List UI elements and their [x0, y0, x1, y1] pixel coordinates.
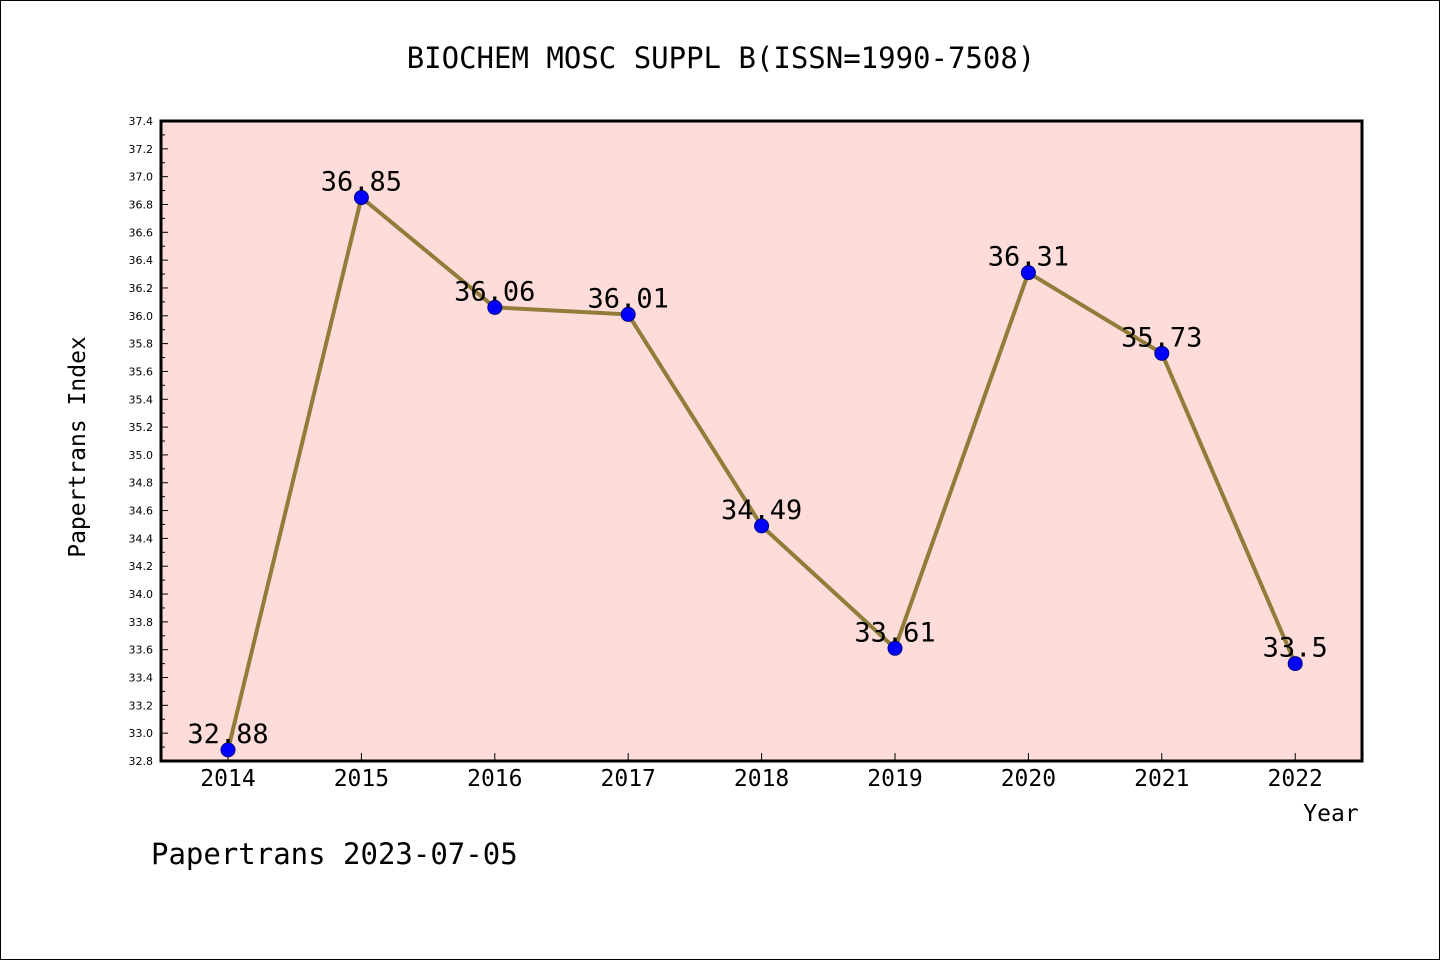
data-point [1287, 656, 1303, 672]
data-point [487, 299, 503, 315]
y-tick-label: 33.2 [129, 699, 154, 712]
y-tick-label: 35.0 [129, 449, 154, 462]
y-tick-label: 36.8 [129, 198, 154, 211]
y-tick-label: 33.4 [129, 672, 154, 685]
y-tick-label: 34.2 [129, 560, 154, 573]
y-tick-label: 35.6 [129, 365, 154, 378]
data-label: 32.88 [187, 719, 268, 750]
data-label: 35.73 [1121, 322, 1202, 353]
data-point [887, 640, 903, 656]
y-tick-label: 33.8 [129, 616, 154, 629]
x-tick-label: 2022 [1268, 766, 1323, 792]
data-label: 36.01 [588, 283, 669, 314]
data-label: 33.5 [1263, 633, 1328, 664]
x-axis-label: Year [1303, 801, 1358, 827]
x-tick-label: 2016 [467, 766, 522, 792]
y-tick-label: 35.4 [129, 393, 154, 406]
x-tick-label: 2019 [867, 766, 922, 792]
y-tick-label: 35.2 [129, 421, 154, 434]
y-tick-label: 36.6 [129, 226, 154, 239]
y-tick-label: 37.2 [129, 143, 154, 156]
chart-title: BIOCHEM MOSC SUPPL B(ISSN=1990-7508) [407, 41, 1036, 75]
y-tick-label: 32.8 [129, 755, 154, 768]
plot-area [161, 121, 1362, 761]
x-tick-label: 2021 [1134, 766, 1189, 792]
data-label: 36.85 [321, 167, 402, 198]
data-point [1020, 265, 1036, 281]
y-axis: 32.8 33.0 33.2 33.4 33.6 33.8 34.0 34.2 34.4 34.6… [129, 115, 168, 768]
y-tick-label: 34.0 [129, 588, 154, 601]
x-tick-label: 2020 [1001, 766, 1056, 792]
y-tick-label: 37.4 [129, 115, 154, 128]
x-tick-label: 2018 [734, 766, 789, 792]
y-tick-label: 33.6 [129, 644, 154, 657]
x-tick-label: 2014 [200, 766, 255, 792]
data-label: 36.31 [988, 242, 1069, 273]
footer-text: Papertrans 2023-07-05 [151, 837, 518, 871]
x-axis: 2014 2015 2016 2017 2018 2019 2020 2021 2022 [200, 753, 1323, 792]
y-tick-label: 35.8 [129, 338, 154, 351]
data-point [220, 742, 236, 758]
y-tick-label: 36.4 [129, 254, 154, 267]
x-tick-label: 2017 [601, 766, 656, 792]
data-point [1154, 345, 1170, 361]
data-label: 33.61 [854, 617, 935, 648]
y-tick-label: 36.0 [129, 310, 154, 323]
data-labels: 32.88 36.85 36.06 36.01 34.49 33.61 36.31 35.73… [187, 167, 1327, 750]
y-tick-label: 34.6 [129, 505, 154, 518]
data-point [353, 190, 369, 206]
plot-frame [159, 119, 1364, 763]
y-tick-label: 34.8 [129, 477, 154, 490]
data-points [220, 190, 1303, 758]
y-tick-label: 36.2 [129, 282, 154, 295]
data-point [754, 518, 770, 534]
y-tick-label: 34.4 [129, 532, 154, 545]
y-axis-label: Papertrans Index [65, 336, 91, 558]
y-tick-label: 33.0 [129, 727, 154, 740]
x-tick-label: 2015 [334, 766, 389, 792]
data-point [620, 306, 636, 322]
data-label: 34.49 [721, 495, 802, 526]
data-label: 36.06 [454, 276, 535, 307]
y-tick-label: 37.0 [129, 171, 154, 184]
